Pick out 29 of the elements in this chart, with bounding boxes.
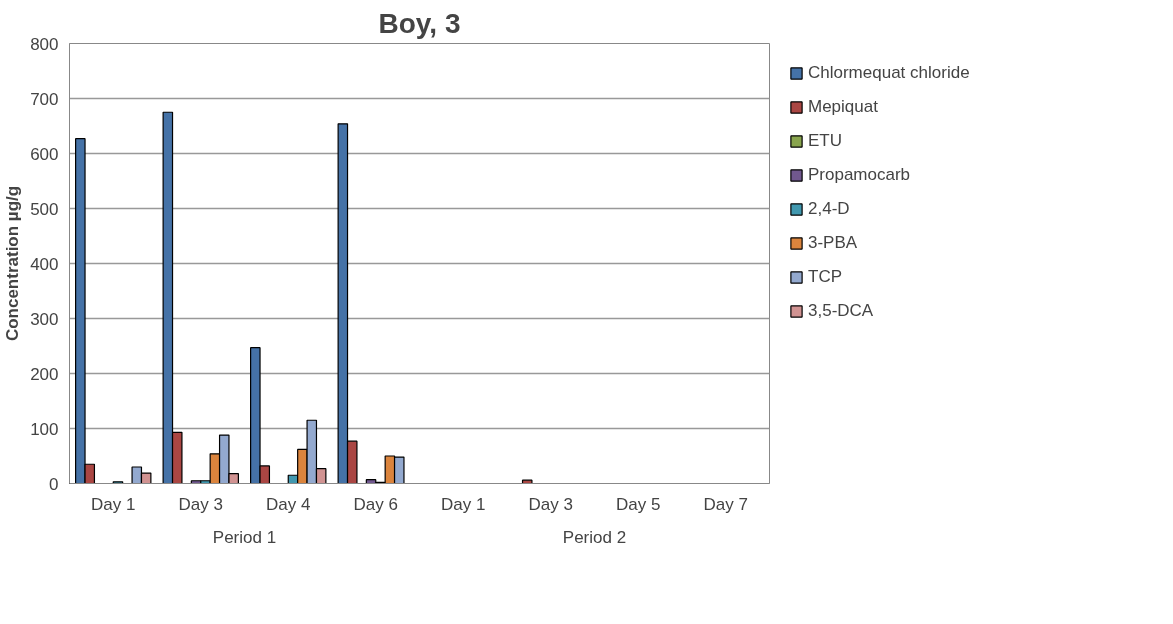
y-axis-title: Concentration µg/g [3,185,23,342]
text: Period 2 [562,527,627,547]
x-tick-label: Day 1 [91,494,136,514]
y-tick-label: 0 [49,474,59,494]
y-tick-label: 800 [30,34,59,54]
y-tick-label: 100 [30,419,59,439]
legend-label: Mepiquat [808,97,878,117]
legend-label: Propamocarb [808,165,911,185]
x-tick-label: Day 4 [266,494,311,514]
x-tick-label: Day 7 [703,494,748,514]
x-tick-label: Day 3 [178,494,223,514]
x-tick-label: Day 5 [616,494,661,514]
x-tick-label: Day 3 [528,494,573,514]
y-tick-label: 200 [30,364,59,384]
y-tick-label: 500 [30,199,59,219]
legend-label: Chlormequat chloride [808,63,970,83]
legend-label: 3,5-DCA [808,301,874,321]
legend-label: 3-PBA [808,233,858,253]
y-tick-label: 400 [30,254,59,274]
x-tick-label: Day 6 [353,494,398,514]
legend-label: ETU [808,131,842,151]
chart-title: Boy, 3 [378,7,461,39]
y-tick-label: 700 [30,89,59,109]
y-tick-label: 600 [30,144,59,164]
legend-label: 2,4-D [808,199,850,219]
y-tick-label: 300 [30,309,59,329]
legend-label: TCP [808,267,842,287]
text: Period 1 [212,527,277,547]
x-tick-label: Day 1 [441,494,486,514]
